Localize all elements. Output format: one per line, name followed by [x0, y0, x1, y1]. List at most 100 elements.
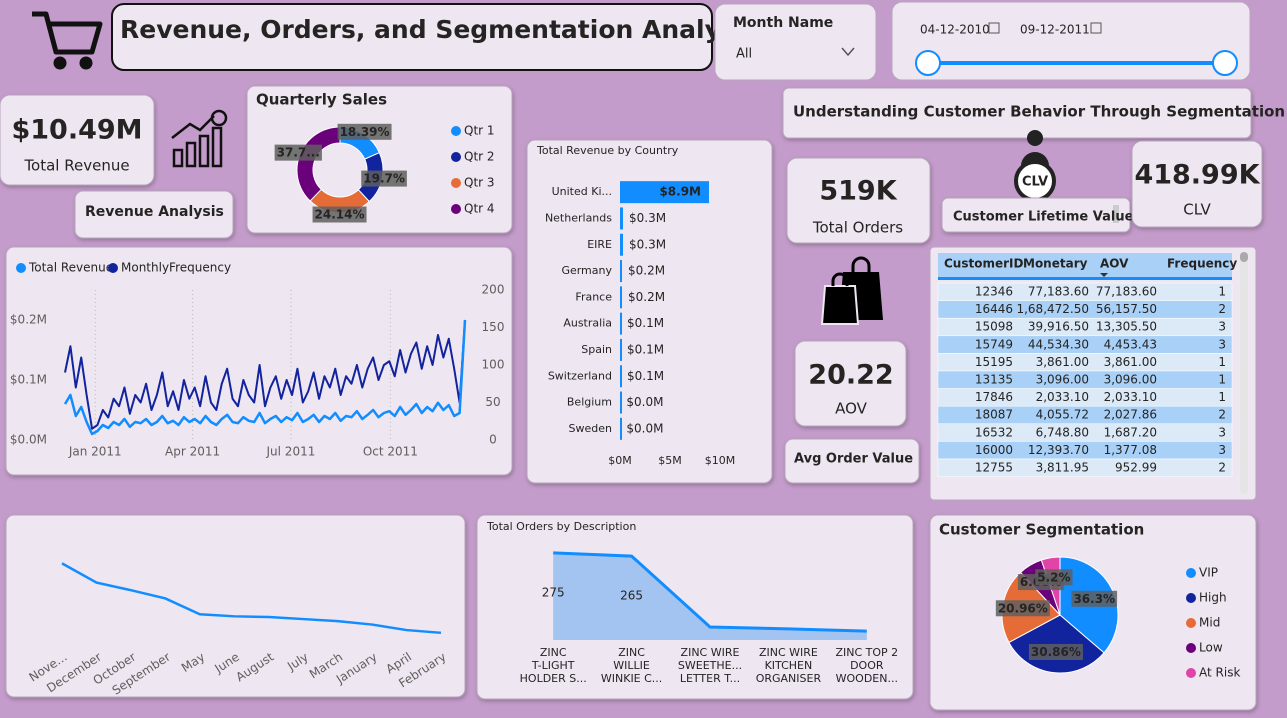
table-cell: 56,157.50 — [1096, 302, 1157, 316]
table-cell: 1,687.20 — [1104, 425, 1157, 439]
data-label: 265 — [620, 589, 643, 603]
legend-label: High — [1199, 591, 1227, 605]
table-cell: 13135 — [975, 373, 1013, 387]
table-cell: 2,027.86 — [1104, 408, 1157, 422]
button-text: Customer Lifetime Value — [953, 210, 1134, 225]
column-header: AOV — [1100, 257, 1129, 271]
range-handle[interactable] — [1212, 50, 1238, 76]
x-tick-label: $0M — [608, 454, 632, 467]
bar — [620, 286, 622, 309]
table-cell: 77,183.60 — [1096, 285, 1157, 299]
x-tick-label: SWEETHE... — [678, 659, 742, 672]
range-handle[interactable] — [915, 50, 941, 76]
data-label: $0.3M — [629, 211, 666, 225]
x-tick-label: Oct 2011 — [363, 445, 418, 459]
scroll-marker — [1113, 205, 1119, 223]
date-from[interactable]: 04-12-2010 — [920, 23, 990, 37]
y-tick-label: United Ki... — [552, 185, 612, 198]
y-tick-label: Sweden — [569, 422, 612, 435]
x-tick-label: $5M — [658, 454, 682, 467]
clv-button[interactable] — [941, 197, 1131, 233]
table-cell: 2,033.10 — [1036, 390, 1089, 404]
table-cell: 1,68,472.50 — [1016, 302, 1089, 316]
month-panel — [5, 514, 466, 698]
revenue-button[interactable] — [74, 190, 234, 239]
label-box — [312, 206, 367, 223]
table-cell: 952.99 — [1115, 461, 1157, 475]
legend-label: Qtr 4 — [464, 202, 495, 216]
table-cell: 1 — [1218, 373, 1226, 387]
x-tick-label: ZINC WIRE — [681, 646, 740, 659]
scroll-thumb[interactable] — [1240, 252, 1248, 262]
column-header: Monetary — [1023, 257, 1088, 271]
table-row — [937, 458, 1233, 477]
x-tick-label: ZINC — [540, 646, 567, 659]
table-cell: 3 — [1218, 425, 1226, 439]
table-cell: 4,453.43 — [1104, 337, 1157, 351]
column-header: Frequency — [1167, 257, 1237, 271]
x-tick-label: T-LIGHT — [531, 659, 575, 672]
legend-label: Low — [1199, 641, 1223, 655]
table-cell: 3,861.00 — [1104, 355, 1157, 369]
cart-icon — [32, 11, 103, 70]
legend-marker — [451, 126, 461, 136]
kpi-label: Total Revenue — [23, 157, 129, 175]
table-cell: 3 — [1218, 337, 1226, 351]
calendar-icon — [1090, 22, 1102, 34]
table-cell: 3,096.00 — [1036, 373, 1089, 387]
kpi-value: 418.99K — [1134, 160, 1260, 191]
date-to[interactable]: 09-12-2011 — [1020, 23, 1090, 37]
bar — [620, 260, 622, 283]
kpi-value: 519K — [819, 176, 897, 207]
label-box — [995, 600, 1050, 617]
bags-icon — [820, 256, 883, 325]
legend-marker — [16, 263, 26, 273]
data-label: $0.2M — [628, 290, 665, 304]
y2-tick-label: 0 — [489, 433, 497, 447]
table-cell: 39,916.50 — [1028, 320, 1089, 334]
bar — [620, 181, 709, 204]
legend-marker — [1186, 643, 1196, 653]
legend-marker — [1186, 568, 1196, 578]
x-tick-label: WINKIE C... — [601, 672, 662, 685]
kpi-label: CLV — [1183, 201, 1211, 219]
button-text: Avg Order Value — [794, 452, 913, 467]
scrollbar[interactable] — [1240, 252, 1248, 494]
bar — [620, 233, 623, 256]
table-cell: 3,096.00 — [1104, 373, 1157, 387]
bar — [620, 312, 622, 335]
legend-label: Mid — [1199, 616, 1220, 630]
table-cell: 2,033.10 — [1104, 390, 1157, 404]
legend-marker — [1186, 593, 1196, 603]
y-tick-label: EIRE — [587, 238, 612, 251]
legend-marker — [1186, 618, 1196, 628]
table-cell: 16532 — [975, 425, 1013, 439]
x-tick-label: ZINC — [618, 646, 645, 659]
x-tick-label: DOOR — [850, 659, 884, 672]
month-slicer[interactable] — [714, 3, 877, 81]
y-tick-label: Netherlands — [545, 211, 612, 224]
y-tick-label: $0.1M — [10, 373, 47, 387]
table-cell: 2 — [1218, 408, 1226, 422]
data-label: 18.39% — [340, 125, 390, 139]
data-label: 20.96% — [998, 601, 1048, 615]
x-tick-label: ZINC WIRE — [759, 646, 818, 659]
data-label: 30.86% — [1031, 645, 1081, 659]
orders-card — [786, 157, 931, 244]
table-cell: 12,393.70 — [1028, 443, 1089, 457]
y-tick-label: $0.2M — [10, 313, 47, 327]
x-tick-label: Apr 2011 — [165, 445, 220, 459]
table-cell: 18087 — [975, 408, 1013, 422]
button-text: Revenue Analysis — [85, 204, 224, 220]
legend-label: Total Revenue — [28, 261, 113, 275]
data-label: 5.2% — [1037, 570, 1070, 584]
chart-title: Total Revenue by Country — [536, 144, 679, 157]
icon-text: CLV — [1022, 175, 1048, 190]
label-box — [361, 170, 407, 187]
slicer-label: Month Name — [733, 15, 833, 31]
aov-button[interactable] — [784, 438, 920, 484]
legend-label: Qtr 3 — [464, 176, 495, 190]
legend-marker — [1186, 668, 1196, 678]
legend-marker — [451, 178, 461, 188]
y2-tick-label: 50 — [485, 395, 500, 409]
